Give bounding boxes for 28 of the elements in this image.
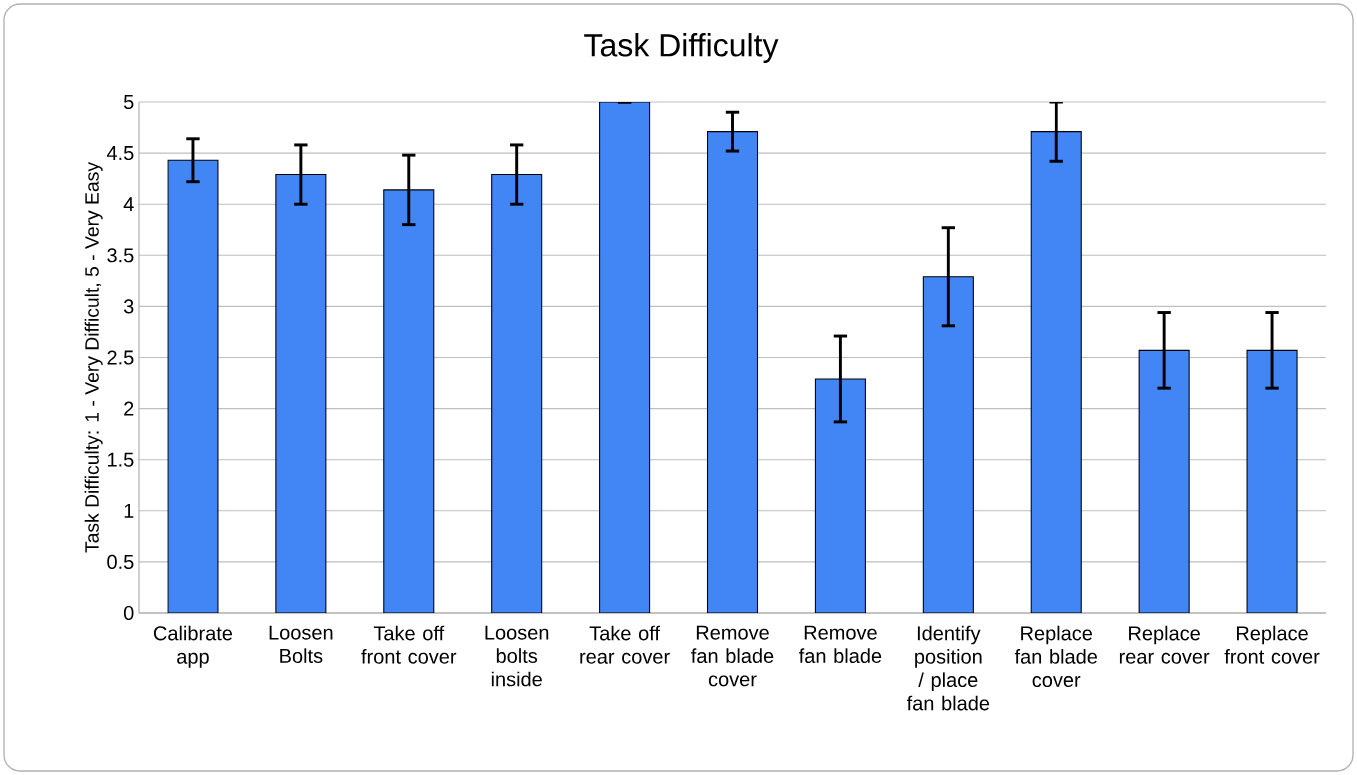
y-axis-title: Task Difficulty: 1 - Very Difficult, 5 - Very Easy [84, 162, 103, 553]
bar [167, 159, 219, 613]
x-tick-label: Replace front cover [1224, 625, 1320, 664]
y-tick-label: 3 [123, 299, 134, 314]
y-tick-label: 1.5 [108, 452, 134, 467]
x-tick-label: Remove fan blade [799, 625, 882, 663]
y-tick-label: 4.5 [106, 146, 134, 161]
y-tick-label: 2.5 [107, 350, 134, 365]
y-tick-label: 2 [124, 401, 134, 416]
x-tick-label: Identify position / place fan blade [906, 625, 990, 711]
bar [1138, 349, 1190, 613]
chart-title: Task Difficulty [584, 33, 779, 63]
y-tick-label: 3.5 [107, 248, 134, 263]
bar [1246, 349, 1298, 613]
x-tick-label: Replace rear cover [1119, 625, 1210, 664]
y-tick-label: 0.5 [107, 554, 134, 569]
bar [599, 102, 651, 613]
x-tick-label: Loosen Bolts [269, 625, 333, 663]
y-tick-label: 4 [123, 197, 134, 212]
x-tick-label: Replace fan blade cover [1014, 625, 1098, 688]
y-tick-label: 1 [124, 503, 134, 518]
x-tick-label: Remove fan blade cover [691, 625, 774, 687]
x-tick-label: Loosen bolts inside [485, 625, 549, 687]
x-tick-label: Calibrate app [153, 625, 233, 668]
y-tick-label: 5 [123, 95, 134, 109]
x-tick-label: Take off rear cover [580, 625, 670, 664]
y-tick-label: 0 [123, 605, 134, 621]
x-tick-label: Take off front cover [361, 625, 457, 664]
